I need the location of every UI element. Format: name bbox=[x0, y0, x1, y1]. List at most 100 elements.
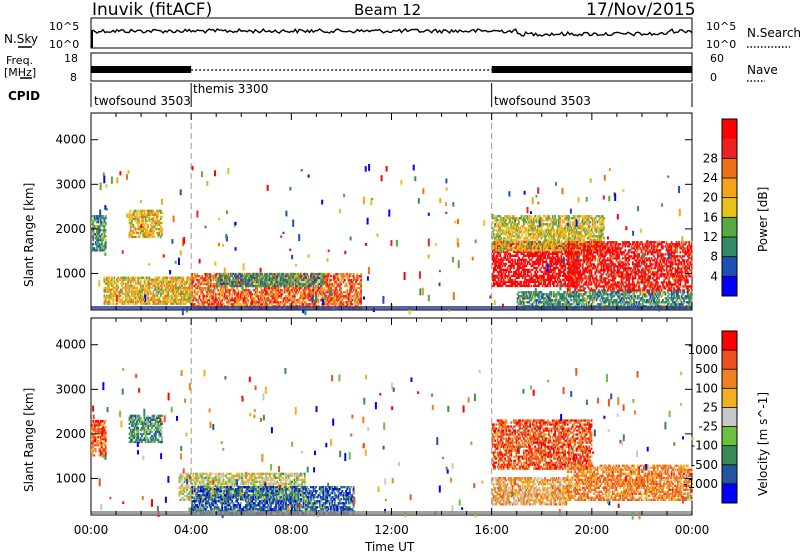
power-echo-cell bbox=[139, 211, 142, 214]
power-echo-cell bbox=[288, 303, 291, 306]
power-echo-cell bbox=[288, 285, 291, 288]
power-echo-cell bbox=[179, 294, 182, 297]
power-echo-cell bbox=[348, 273, 351, 276]
power-echo-cell bbox=[531, 225, 534, 228]
power-echo-cell bbox=[535, 242, 538, 245]
power-echo-cell bbox=[302, 293, 305, 296]
power-echo-cell bbox=[500, 268, 503, 272]
power-echo-cell bbox=[151, 229, 153, 233]
power-echo-cell bbox=[141, 227, 143, 231]
power-echo-cell bbox=[133, 278, 136, 281]
power-echo-cell bbox=[531, 262, 534, 266]
power-echo-cell bbox=[571, 280, 574, 284]
power-echo-cell bbox=[108, 288, 111, 291]
power-echo-cell bbox=[191, 275, 193, 278]
power-echo-cell bbox=[243, 283, 246, 286]
power-echo-cell bbox=[196, 299, 198, 302]
power-echo-cell bbox=[548, 280, 550, 284]
power-echo-cell bbox=[515, 217, 518, 220]
power-echo-cell bbox=[504, 276, 506, 280]
power-echo-cell bbox=[325, 285, 327, 288]
power-echo-cell bbox=[201, 301, 203, 304]
power-echo-cell bbox=[263, 278, 266, 282]
power-echo-cell bbox=[196, 279, 198, 282]
power-echo-cell bbox=[118, 296, 121, 299]
power-echo-cell bbox=[157, 215, 160, 218]
power-echo-cell bbox=[198, 285, 201, 288]
power-echo-cell bbox=[113, 290, 116, 293]
power-echo-cell bbox=[559, 260, 562, 264]
power-echo-cell bbox=[92, 235, 95, 238]
power-echo-cell bbox=[215, 301, 217, 304]
power-echo-cell bbox=[270, 301, 272, 304]
power-echo-cell bbox=[159, 217, 162, 220]
power-echo-cell bbox=[204, 277, 207, 280]
power-echo-cell bbox=[581, 217, 584, 220]
power-echo-cell bbox=[230, 299, 232, 302]
power-echo-cell bbox=[341, 275, 344, 278]
power-echo-cell bbox=[568, 231, 570, 234]
power-echo-cell bbox=[107, 280, 110, 283]
power-echo-cell bbox=[355, 295, 357, 298]
power-echo-cell bbox=[549, 223, 552, 226]
power-echo-cell bbox=[104, 215, 107, 218]
power-echo-cell bbox=[96, 217, 98, 220]
power-echo-cell bbox=[343, 297, 346, 300]
power-echo-cell bbox=[280, 274, 282, 278]
power-echo-cell bbox=[288, 272, 291, 276]
power-echo-cell bbox=[514, 249, 516, 252]
power-echo-cell bbox=[531, 229, 534, 232]
power-echo-cell bbox=[586, 231, 589, 234]
power-echo-cell bbox=[307, 303, 310, 306]
power-echo-cell bbox=[109, 292, 112, 295]
power-echo-cell bbox=[326, 289, 329, 292]
power-echo-cell bbox=[513, 282, 515, 286]
power-echo-cell bbox=[530, 244, 533, 247]
power-echo-cell bbox=[174, 300, 177, 303]
power-echo-cell bbox=[555, 221, 558, 224]
power-echo-cell bbox=[550, 221, 553, 224]
power-echo-cell bbox=[256, 275, 259, 278]
power-echo-cell bbox=[198, 283, 201, 286]
power-echo-cell bbox=[513, 227, 515, 230]
power-echo-cell bbox=[161, 211, 163, 214]
power-echo-cell bbox=[502, 280, 505, 284]
power-echo-cell bbox=[196, 285, 198, 288]
power-echo-cell bbox=[499, 219, 501, 222]
power-echo-cell bbox=[287, 291, 290, 294]
power-echo-cell bbox=[556, 219, 559, 222]
power-echo-cell bbox=[192, 281, 195, 284]
power-echo-cell bbox=[529, 258, 531, 261]
power-echo-cell bbox=[238, 276, 241, 280]
power-echo-cell bbox=[306, 273, 309, 276]
power-echo-cell bbox=[531, 231, 534, 234]
power-echo-cell bbox=[495, 233, 498, 236]
power-echo-cell bbox=[504, 252, 506, 255]
power-echo-cell bbox=[327, 303, 330, 306]
power-echo-cell bbox=[258, 281, 261, 284]
power-echo-cell bbox=[590, 239, 593, 242]
power-echo-cell bbox=[220, 293, 222, 296]
power-echo-cell bbox=[563, 242, 565, 245]
power-echo-cell bbox=[169, 290, 172, 293]
power-echo-cell bbox=[183, 284, 186, 287]
power-echo-cell bbox=[573, 221, 575, 224]
power-echo-cell bbox=[104, 286, 107, 289]
power-echo-cell bbox=[322, 279, 325, 282]
power-echo-cell bbox=[545, 247, 548, 250]
power-echo-cell bbox=[333, 295, 336, 298]
power-echo-cell bbox=[104, 221, 107, 224]
power-echo-cell bbox=[261, 289, 264, 292]
power-echo-cell bbox=[535, 249, 538, 252]
power-echo-cell bbox=[502, 233, 505, 236]
power-echo-cell bbox=[93, 219, 96, 222]
power-echo-cell bbox=[492, 278, 495, 282]
power-echo-cell bbox=[523, 219, 525, 222]
power-echo-cell bbox=[545, 264, 548, 268]
power-echo-cell bbox=[308, 299, 311, 302]
power-echo-cell bbox=[569, 223, 572, 226]
power-echo-cell bbox=[305, 287, 307, 290]
power-echo-cell bbox=[268, 289, 271, 292]
power-echo-cell bbox=[212, 275, 215, 278]
power-echo-cell bbox=[345, 285, 347, 288]
